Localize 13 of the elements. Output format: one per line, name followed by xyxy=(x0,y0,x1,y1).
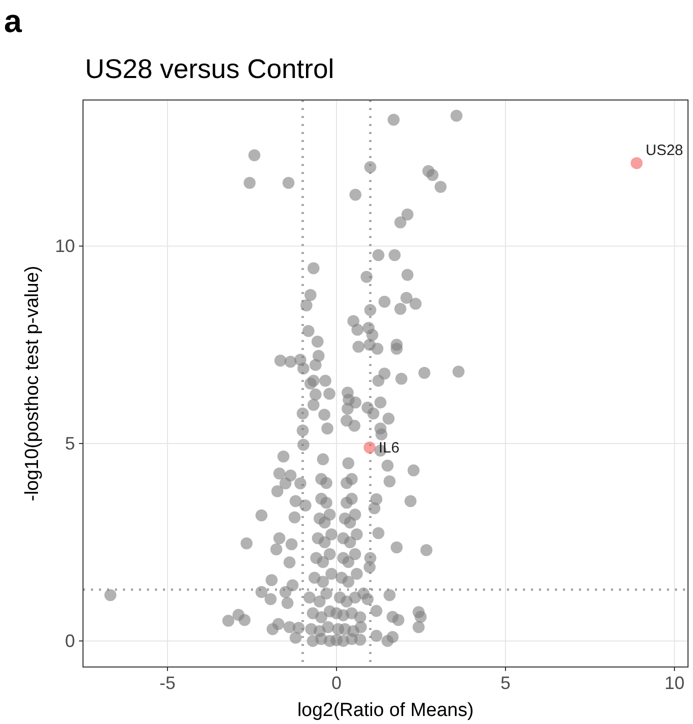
y-tick-label: 0 xyxy=(64,630,75,651)
annotation: IL6 xyxy=(378,439,400,456)
annotation: US28 xyxy=(646,142,684,160)
y-tick-label: 5 xyxy=(64,434,75,454)
y-axis-title: -log10(posthoc test p-value) xyxy=(22,266,43,502)
x-tick-label: 0 xyxy=(331,673,342,693)
x-axis-title: log2(Ratio of Means) xyxy=(297,700,474,721)
x-tick-label: 10 xyxy=(664,673,684,693)
chart-title: US28 versus Control xyxy=(85,54,334,84)
x-tick-label: -5 xyxy=(159,673,176,693)
x-tick-label: 5 xyxy=(500,673,510,693)
text: a xyxy=(4,3,22,39)
y-tick-label: 10 xyxy=(54,236,75,256)
